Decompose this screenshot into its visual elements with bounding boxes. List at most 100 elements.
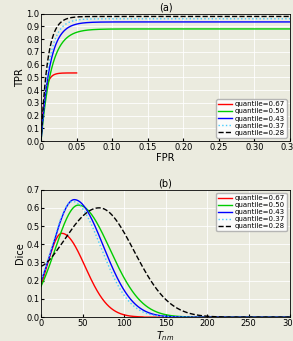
- Line: quantile=0.50: quantile=0.50: [41, 29, 290, 141]
- quantile=0.67: [288, 315, 292, 319]
- quantile=0.28: [160, 14, 164, 18]
- quantile=0.67: [68, 236, 71, 240]
- Line: quantile=0.37: quantile=0.37: [41, 19, 290, 141]
- quantile=0.37: [257, 315, 260, 319]
- quantile=0.28: [281, 14, 285, 18]
- quantile=0.28: [284, 315, 287, 319]
- quantile=0.37: [284, 315, 287, 319]
- quantile=0.67: [56, 72, 60, 76]
- Legend: quantile=0.67, quantile=0.50, quantile=0.43, quantile=0.37, quantile=0.28: quantile=0.67, quantile=0.50, quantile=0…: [216, 99, 287, 138]
- Line: quantile=0.28: quantile=0.28: [41, 16, 290, 141]
- quantile=0.67: [60, 71, 64, 75]
- quantile=0.43: [288, 315, 292, 319]
- quantile=0.67: [146, 315, 149, 319]
- quantile=0.37: [172, 315, 176, 319]
- X-axis label: FPR: FPR: [156, 153, 175, 163]
- quantile=0.43: [52, 48, 55, 53]
- quantile=0.43: [281, 20, 285, 24]
- quantile=0.43: [146, 310, 149, 314]
- quantile=0.43: [288, 20, 292, 24]
- quantile=0.28: [135, 254, 138, 258]
- quantile=0.28: [154, 14, 157, 18]
- X-axis label: $T_{nm}$: $T_{nm}$: [156, 329, 175, 341]
- quantile=0.43: [72, 197, 76, 202]
- quantile=0.37: [52, 41, 55, 45]
- Line: quantile=0.43: quantile=0.43: [41, 22, 290, 141]
- Line: quantile=0.43: quantile=0.43: [41, 199, 290, 317]
- quantile=0.43: [68, 201, 71, 205]
- quantile=0.50: [83, 205, 86, 209]
- quantile=0.43: [284, 315, 287, 319]
- quantile=0.50: [190, 315, 193, 319]
- quantile=0.37: [288, 315, 292, 319]
- quantile=0.28: [52, 32, 55, 36]
- quantile=0.50: [284, 315, 287, 319]
- quantile=0.43: [154, 20, 157, 24]
- quantile=0.50: [235, 27, 239, 31]
- Y-axis label: Dice: Dice: [15, 242, 25, 264]
- quantile=0.37: [160, 17, 164, 21]
- quantile=0.43: [83, 204, 86, 208]
- quantile=0.28: [235, 14, 239, 18]
- quantile=0.37: [39, 279, 43, 283]
- quantile=0.67: [56, 72, 60, 76]
- Line: quantile=0.67: quantile=0.67: [41, 73, 76, 141]
- quantile=0.50: [288, 315, 292, 319]
- quantile=0.28: [39, 139, 43, 143]
- quantile=0.28: [97, 206, 101, 210]
- quantile=0.50: [77, 203, 80, 207]
- Line: quantile=0.28: quantile=0.28: [41, 208, 290, 317]
- quantile=0.50: [281, 27, 285, 31]
- quantile=0.28: [288, 315, 292, 319]
- Title: (b): (b): [159, 179, 173, 189]
- quantile=0.37: [288, 17, 292, 21]
- Title: (a): (a): [159, 3, 172, 13]
- quantile=0.67: [60, 231, 64, 235]
- quantile=0.37: [281, 17, 285, 21]
- quantile=0.43: [160, 20, 164, 24]
- quantile=0.28: [146, 273, 149, 277]
- Line: quantile=0.37: quantile=0.37: [41, 202, 290, 317]
- quantile=0.43: [39, 139, 43, 143]
- quantile=0.67: [284, 315, 287, 319]
- quantile=0.67: [83, 263, 86, 267]
- quantile=0.28: [82, 213, 86, 217]
- Legend: quantile=0.67, quantile=0.50, quantile=0.43, quantile=0.37, quantile=0.28: quantile=0.67, quantile=0.50, quantile=0…: [216, 193, 287, 232]
- Line: quantile=0.67: quantile=0.67: [41, 233, 290, 317]
- quantile=0.43: [257, 315, 260, 319]
- quantile=0.43: [235, 20, 239, 24]
- quantile=0.37: [154, 17, 157, 21]
- quantile=0.50: [160, 27, 164, 31]
- quantile=0.50: [52, 59, 55, 63]
- quantile=0.67: [142, 315, 145, 319]
- quantile=0.37: [68, 201, 71, 205]
- quantile=0.43: [39, 279, 43, 283]
- quantile=0.67: [39, 283, 43, 287]
- quantile=0.37: [39, 139, 43, 143]
- quantile=0.50: [135, 295, 138, 299]
- quantile=0.43: [177, 315, 180, 319]
- quantile=0.28: [281, 14, 285, 18]
- quantile=0.28: [39, 264, 43, 268]
- quantile=0.37: [146, 312, 149, 316]
- quantile=0.37: [281, 17, 285, 21]
- quantile=0.50: [154, 27, 157, 31]
- quantile=0.43: [135, 303, 138, 308]
- quantile=0.28: [257, 315, 260, 319]
- quantile=0.67: [74, 71, 78, 75]
- quantile=0.67: [75, 71, 78, 75]
- quantile=0.67: [69, 71, 72, 75]
- quantile=0.67: [135, 315, 138, 319]
- quantile=0.28: [288, 14, 292, 18]
- quantile=0.50: [281, 27, 285, 31]
- quantile=0.67: [59, 71, 62, 75]
- quantile=0.37: [83, 209, 86, 213]
- quantile=0.37: [71, 199, 74, 204]
- quantile=0.28: [68, 230, 71, 234]
- Line: quantile=0.50: quantile=0.50: [41, 205, 290, 317]
- Y-axis label: TPR: TPR: [15, 68, 25, 87]
- quantile=0.50: [39, 284, 43, 288]
- quantile=0.50: [146, 305, 149, 309]
- quantile=0.37: [235, 17, 239, 21]
- quantile=0.28: [222, 315, 226, 319]
